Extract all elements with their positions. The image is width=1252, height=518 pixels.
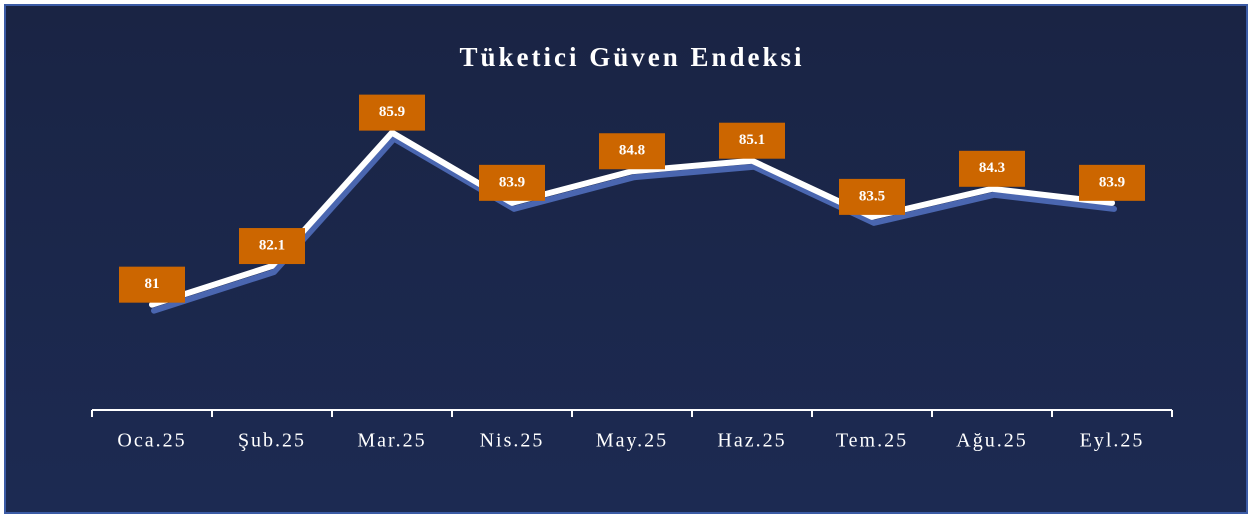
value-label: 82.1	[259, 237, 285, 253]
value-label-box	[959, 150, 1025, 187]
x-tick-label: Haz.25	[717, 430, 786, 452]
x-tick-label: May.25	[596, 430, 668, 452]
value-label-box	[599, 133, 665, 170]
value-label-box	[359, 94, 425, 131]
x-tick-label: Şub.25	[238, 430, 306, 452]
x-tick-label: Ağu.25	[956, 430, 1027, 452]
value-label: 81	[145, 276, 160, 292]
line	[149, 129, 1115, 308]
x-tick-label: Oca.25	[117, 430, 186, 452]
chart-title: Tüketici Güven Endeksi	[459, 42, 804, 72]
chart-frame	[4, 4, 1248, 514]
x-tick-label: Eyl.25	[1080, 430, 1145, 452]
value-label-box	[479, 164, 545, 201]
value-label: 85.1	[739, 132, 765, 148]
value-label-box	[719, 122, 785, 159]
value-label-box	[239, 228, 305, 265]
x-tick-label: Tem.25	[836, 430, 908, 452]
value-label: 84.8	[619, 143, 645, 159]
value-label-box	[1079, 164, 1145, 201]
value-label-box	[119, 266, 185, 303]
x-tick-label: Nis.25	[480, 430, 545, 452]
value-label: 84.3	[979, 160, 1005, 176]
line-shadow	[151, 135, 1117, 314]
value-label-box	[839, 178, 905, 215]
value-label: 83.9	[1099, 174, 1125, 190]
value-label: 83.5	[859, 188, 885, 204]
value-label: 83.9	[499, 174, 525, 190]
x-tick-label: Mar.25	[357, 430, 426, 452]
value-label: 85.9	[379, 104, 405, 120]
